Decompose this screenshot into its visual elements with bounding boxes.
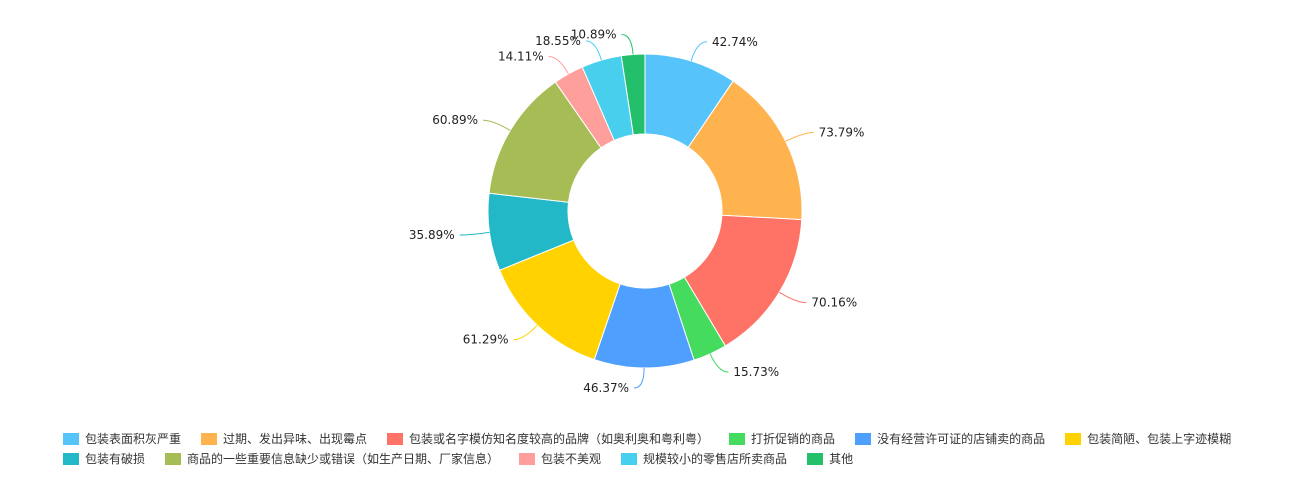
legend-swatch: [729, 433, 746, 445]
data-label: 18.55%: [535, 34, 581, 48]
legend-item[interactable]: 包装有破损: [63, 450, 145, 468]
legend-swatch: [1065, 433, 1082, 445]
data-label: 60.89%: [432, 113, 478, 127]
legend-item[interactable]: 包装表面积灰严重: [63, 430, 181, 448]
data-label: 42.74%: [712, 35, 758, 49]
legend-label: 没有经营许可证的店铺卖的商品: [877, 432, 1046, 446]
legend-item[interactable]: 包装或名字模仿知名度较高的品牌（如奥利奥和粤利粤）: [387, 430, 709, 448]
legend-item[interactable]: 打折促销的商品: [729, 430, 835, 448]
leader-line: [513, 324, 538, 341]
legend-label: 其他: [829, 452, 854, 466]
leader-line: [633, 367, 645, 389]
data-label: 46.37%: [583, 381, 629, 395]
legend-label: 包装简陋、包装上字迹模糊: [1087, 432, 1232, 446]
legend-swatch: [63, 433, 79, 445]
legend-item[interactable]: 没有经营许可证的店铺卖的商品: [855, 430, 1045, 448]
legend-swatch: [165, 453, 182, 465]
legend-swatch: [201, 433, 218, 445]
legend-swatch: [621, 453, 638, 465]
leader-line: [548, 55, 569, 75]
legend-item[interactable]: 包装不美观: [519, 450, 601, 468]
leader-line: [779, 291, 807, 304]
legend-label: 包装表面积灰严重: [85, 432, 182, 446]
data-label: 10.89%: [571, 28, 617, 42]
legend-label: 包装或名字模仿知名度较高的品牌（如奥利奥和粤利粤）: [409, 432, 710, 446]
legend-label: 打折促销的商品: [751, 432, 836, 446]
slice-10[interactable]: [620, 53, 646, 136]
legend-item[interactable]: 包装简陋、包装上字迹模糊: [1065, 430, 1231, 448]
data-label: 61.29%: [463, 333, 509, 347]
leader-line: [621, 34, 634, 55]
leader-line: [459, 231, 490, 236]
legend-swatch: [63, 453, 79, 465]
data-label: 14.11%: [498, 49, 544, 63]
legend-label: 过期、发出异味、出现霉点: [223, 432, 368, 446]
data-label: 73.79%: [819, 125, 865, 139]
legend-label: 包装不美观: [541, 452, 602, 466]
legend-label: 规模较小的零售店所卖商品: [643, 452, 788, 466]
leader-line: [785, 131, 814, 142]
legend-swatch: [519, 453, 536, 465]
data-label: 35.89%: [409, 228, 455, 242]
legend-item[interactable]: 规模较小的零售店所卖商品: [621, 450, 787, 468]
leader-line: [709, 353, 729, 373]
data-label: 70.16%: [811, 296, 857, 310]
legend-item[interactable]: 其他: [807, 450, 853, 468]
slice-1[interactable]: [687, 80, 803, 221]
legend-item[interactable]: 过期、发出异味、出现霉点: [201, 430, 367, 448]
legend: 包装表面积灰严重 过期、发出异味、出现霉点 包装或名字模仿知名度较高的品牌（如奥利奥…: [63, 430, 1263, 470]
data-label: 15.73%: [733, 365, 779, 379]
legend-swatch: [855, 433, 872, 445]
legend-swatch: [807, 453, 824, 465]
leader-line: [690, 41, 708, 62]
legend-item[interactable]: 商品的一些重要信息缺少或错误（如生产日期、厂家信息）: [165, 450, 499, 468]
donut-chart: 42.74% 73.79% 70.16% 15.73% 46.37% 61.29% 35.8…: [409, 28, 865, 395]
legend-label: 包装有破损: [85, 452, 146, 466]
leader-line: [585, 40, 602, 61]
legend-label: 商品的一些重要信息缺少或错误（如生产日期、厂家信息）: [187, 452, 500, 466]
leader-line: [483, 119, 511, 131]
legend-swatch: [387, 433, 404, 445]
